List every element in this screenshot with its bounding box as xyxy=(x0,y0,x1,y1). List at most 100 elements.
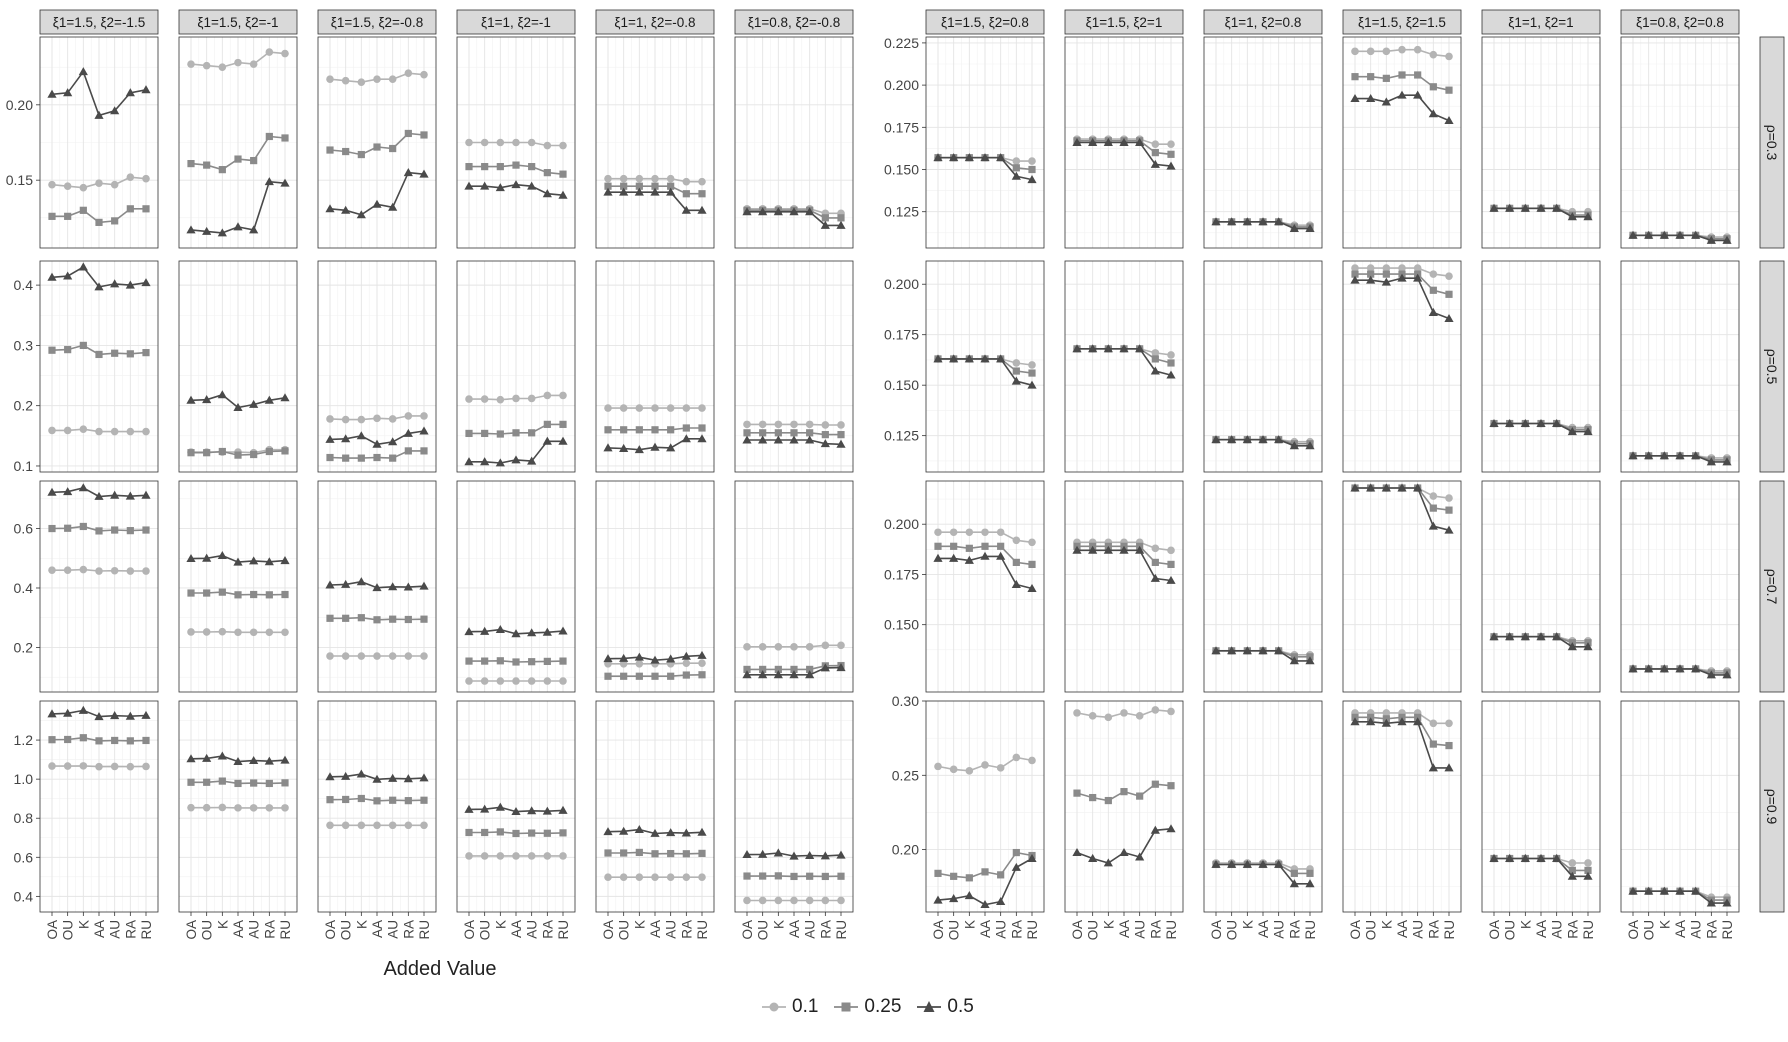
x-tick-label: K xyxy=(493,920,508,929)
data-point-0.5 xyxy=(1536,418,1546,427)
data-point-0.5 xyxy=(1119,847,1129,857)
data-point-0.5 xyxy=(325,772,335,781)
facet-strip-label: ξ1=1.5, ξ2=-0.8 xyxy=(331,15,423,30)
data-point-0.1 xyxy=(496,395,505,404)
data-point-0.5 xyxy=(1505,853,1515,862)
data-point-0.25 xyxy=(1398,71,1406,79)
data-point-0.5 xyxy=(1428,109,1438,118)
data-point-0.5 xyxy=(1027,175,1037,184)
data-point-0.1 xyxy=(63,762,72,770)
data-point-0.25 xyxy=(48,346,56,354)
data-point-0.1 xyxy=(1167,546,1175,555)
data-point-0.5 xyxy=(464,804,474,813)
data-point-0.25 xyxy=(142,349,150,357)
data-point-0.25 xyxy=(651,672,659,680)
data-point-0.5 xyxy=(650,828,660,837)
data-point-0.5 xyxy=(1489,632,1499,641)
data-point-0.1 xyxy=(698,177,706,186)
data-point-0.5 xyxy=(341,579,351,588)
data-point-0.25 xyxy=(481,828,489,837)
data-point-0.25 xyxy=(528,429,536,437)
data-point-0.25 xyxy=(465,657,473,665)
data-point-0.25 xyxy=(1167,782,1175,790)
x-tick-label: OU xyxy=(1642,920,1657,940)
data-point-0.1 xyxy=(357,652,366,660)
data-point-0.25 xyxy=(1445,741,1453,750)
data-point-0.1 xyxy=(965,767,974,775)
data-point-0.5 xyxy=(202,553,212,562)
data-point-0.5 xyxy=(1227,217,1237,226)
data-point-0.5 xyxy=(341,434,351,443)
data-point-0.25 xyxy=(806,429,814,437)
data-point-0.25 xyxy=(142,205,150,213)
data-point-0.5 xyxy=(1552,418,1562,427)
data-point-0.5 xyxy=(1027,853,1037,862)
x-tick-label: K xyxy=(354,920,369,929)
data-point-0.25 xyxy=(1028,165,1036,174)
data-point-0.25 xyxy=(1136,792,1144,800)
x-tick-label: AA xyxy=(370,920,385,938)
data-point-0.1 xyxy=(465,677,473,685)
data-point-0.25 xyxy=(698,424,706,432)
data-point-0.1 xyxy=(142,427,150,436)
data-point-0.5 xyxy=(1675,886,1685,895)
data-point-0.5 xyxy=(495,802,505,811)
data-point-0.25 xyxy=(265,591,273,599)
data-point-0.25 xyxy=(250,450,258,459)
x-tick-label: OU xyxy=(1364,920,1379,940)
data-point-0.1 xyxy=(743,896,751,905)
data-point-0.5 xyxy=(511,455,521,464)
y-tick-label: 0.20 xyxy=(892,842,919,858)
data-point-0.25 xyxy=(559,829,567,837)
data-point-0.1 xyxy=(404,652,413,660)
x-tick-label: OU xyxy=(478,920,493,940)
y-tick-label: 0.4 xyxy=(14,277,34,293)
facet-strip xyxy=(734,9,854,35)
data-point-0.5 xyxy=(1258,646,1268,655)
x-tick-label: OU xyxy=(1086,920,1101,940)
x-tick-label: AU xyxy=(1550,920,1565,939)
data-point-0.5 xyxy=(1381,277,1391,286)
data-point-0.25 xyxy=(1151,780,1159,788)
data-point-0.5 xyxy=(1520,632,1530,641)
data-point-0.25 xyxy=(1445,506,1453,514)
data-point-0.1 xyxy=(110,566,119,575)
panel-border xyxy=(1064,480,1184,693)
data-point-0.5 xyxy=(681,828,691,837)
data-point-0.1 xyxy=(651,174,659,183)
data-point-0.1 xyxy=(527,138,536,147)
data-point-0.1 xyxy=(265,48,274,56)
data-point-0.1 xyxy=(981,761,989,769)
data-point-0.5 xyxy=(1242,859,1252,868)
data-point-0.1 xyxy=(388,75,397,83)
data-point-0.25 xyxy=(281,447,289,455)
data-point-0.5 xyxy=(836,439,846,448)
data-point-0.1 xyxy=(1028,756,1036,765)
data-point-0.1 xyxy=(965,528,974,537)
data-point-0.25 xyxy=(1351,270,1359,278)
data-point-0.5 xyxy=(1305,441,1315,450)
data-point-0.5 xyxy=(773,435,783,444)
data-point-0.25 xyxy=(620,182,628,190)
data-point-0.1 xyxy=(187,803,195,812)
data-point-0.5 xyxy=(63,88,73,97)
data-point-0.5 xyxy=(1644,664,1654,673)
data-point-0.1 xyxy=(110,180,119,189)
data-point-0.25 xyxy=(481,429,489,438)
legend-item-label: 0.5 xyxy=(947,996,974,1017)
y-tick-label: 0.150 xyxy=(884,162,919,178)
data-point-0.25 xyxy=(698,671,706,679)
data-point-0.1 xyxy=(218,63,227,71)
data-point-0.25 xyxy=(512,829,520,838)
x-tick-label: AA xyxy=(978,920,993,938)
data-point-0.5 xyxy=(1520,418,1530,427)
data-point-0.5 xyxy=(1350,275,1360,284)
data-point-0.25 xyxy=(265,447,273,456)
data-point-0.1 xyxy=(651,404,659,412)
data-point-0.5 xyxy=(141,85,151,94)
data-point-0.5 xyxy=(1628,886,1638,895)
data-point-0.1 xyxy=(79,565,88,574)
data-point-0.5 xyxy=(464,627,474,636)
data-point-0.5 xyxy=(1135,852,1145,861)
